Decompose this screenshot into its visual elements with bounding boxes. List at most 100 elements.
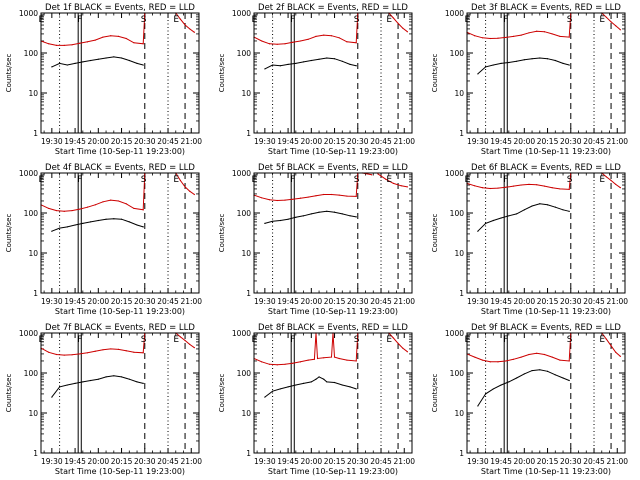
x-tick-label: 20:45 [157,457,179,466]
data-point [500,217,502,219]
data-point [79,353,81,355]
y-tick-label: 1 [459,449,464,458]
y-tick-label: 10 [454,409,464,418]
data-point [120,218,123,220]
marker-label-e: E [599,335,605,345]
y-tick-label: 1 [33,449,38,458]
marker-label-s: S [567,335,573,345]
data-point [489,361,491,363]
marker-label-f: F [503,15,508,25]
data-point [184,186,186,188]
y-axis-label: Counts/sec [5,374,13,413]
data-point [406,31,408,33]
data-point [276,199,278,202]
data-point [268,199,271,201]
data-point [397,342,399,344]
data-point [515,60,518,62]
data-point [546,204,549,206]
x-tick-label: 19:45 [64,137,86,146]
data-point [125,350,127,352]
data-point [338,194,340,196]
panel-title: Det 4f BLACK = Events, RED = LLD [45,163,195,173]
data-point [406,351,408,353]
data-point [51,396,53,398]
data-point [500,62,502,64]
data-point [536,30,538,32]
data-point [385,178,387,180]
data-point [568,188,570,190]
panel-title: Det 3f BLACK = Events, RED = LLD [471,3,621,13]
data-point [142,226,144,228]
data-point [315,195,317,197]
y-tick-label: 1000 [19,329,38,338]
x-tick-label: 19:30 [467,137,489,146]
x-tick-label: 20:45 [370,457,392,466]
data-point [397,22,399,24]
data-point [615,351,617,353]
plot-frame [253,332,413,454]
x-tick-label: 20:15 [324,297,346,306]
data-point [79,42,81,44]
y-tick-label: 1 [459,289,464,298]
panel-title: Det 2f BLACK = Events, RED = LLD [258,3,408,13]
data-point [562,377,564,379]
lld-line-1 [40,172,146,212]
data-point [58,62,61,64]
data-point [551,187,553,189]
panel-title: Det 5f BLACK = Events, RED = LLD [258,163,408,173]
y-axis-label: Counts/sec [431,54,439,93]
data-point [318,58,320,60]
data-point [48,351,50,353]
x-tick-label: 20:15 [111,297,133,306]
data-point [74,224,76,226]
panel-2: Det 2f BLACK = Events, RED = LLD Counts/s… [218,3,415,156]
y-axis-label: Counts/sec [218,374,226,413]
data-point [346,195,348,197]
marker-label-e: E [173,175,179,185]
data-point [371,174,373,176]
lld-line-1 [466,12,572,40]
lld-line-1 [466,332,572,363]
data-point [330,35,333,37]
plot-frame [40,332,200,454]
marker-label-e: E [252,15,258,25]
y-tick-label: 10 [241,249,251,258]
data-point [543,31,546,33]
data-point [71,209,73,212]
data-point [261,197,263,199]
x-tick-label: 20:45 [583,297,605,306]
data-point [505,36,507,39]
x-tick-label: 20:30 [347,137,369,146]
data-point [82,381,84,383]
x-tick-label: 21:00 [393,457,415,466]
data-point [179,179,182,182]
data-point [94,350,96,352]
data-point [349,63,351,65]
data-point [128,221,130,223]
data-point [546,370,549,372]
marker-label-e: E [173,15,179,25]
data-point [489,187,491,190]
x-tick-label: 20:30 [560,137,582,146]
events-line-0 [477,203,570,232]
x-tick-label: 20:30 [347,457,369,466]
data-point [546,58,549,60]
data-point [531,58,533,60]
data-point [366,173,368,175]
marker-label-e: E [39,335,45,345]
y-tick-label: 1000 [445,329,464,338]
data-point [261,361,263,363]
x-tick-label: 19:30 [254,457,276,466]
panel-title: Det 6f BLACK = Events, RED = LLD [471,163,621,173]
data-point [326,381,328,383]
x-tick-label: 20:30 [347,297,369,306]
y-tick-label: 1 [459,129,464,138]
data-point [392,182,395,184]
data-point [271,64,274,66]
lld-line-1 [40,12,146,46]
marker-label-e: E [465,175,471,185]
y-tick-label: 1 [246,129,251,138]
x-tick-label: 20:15 [324,137,346,146]
data-point [508,61,510,64]
data-point [136,381,138,383]
